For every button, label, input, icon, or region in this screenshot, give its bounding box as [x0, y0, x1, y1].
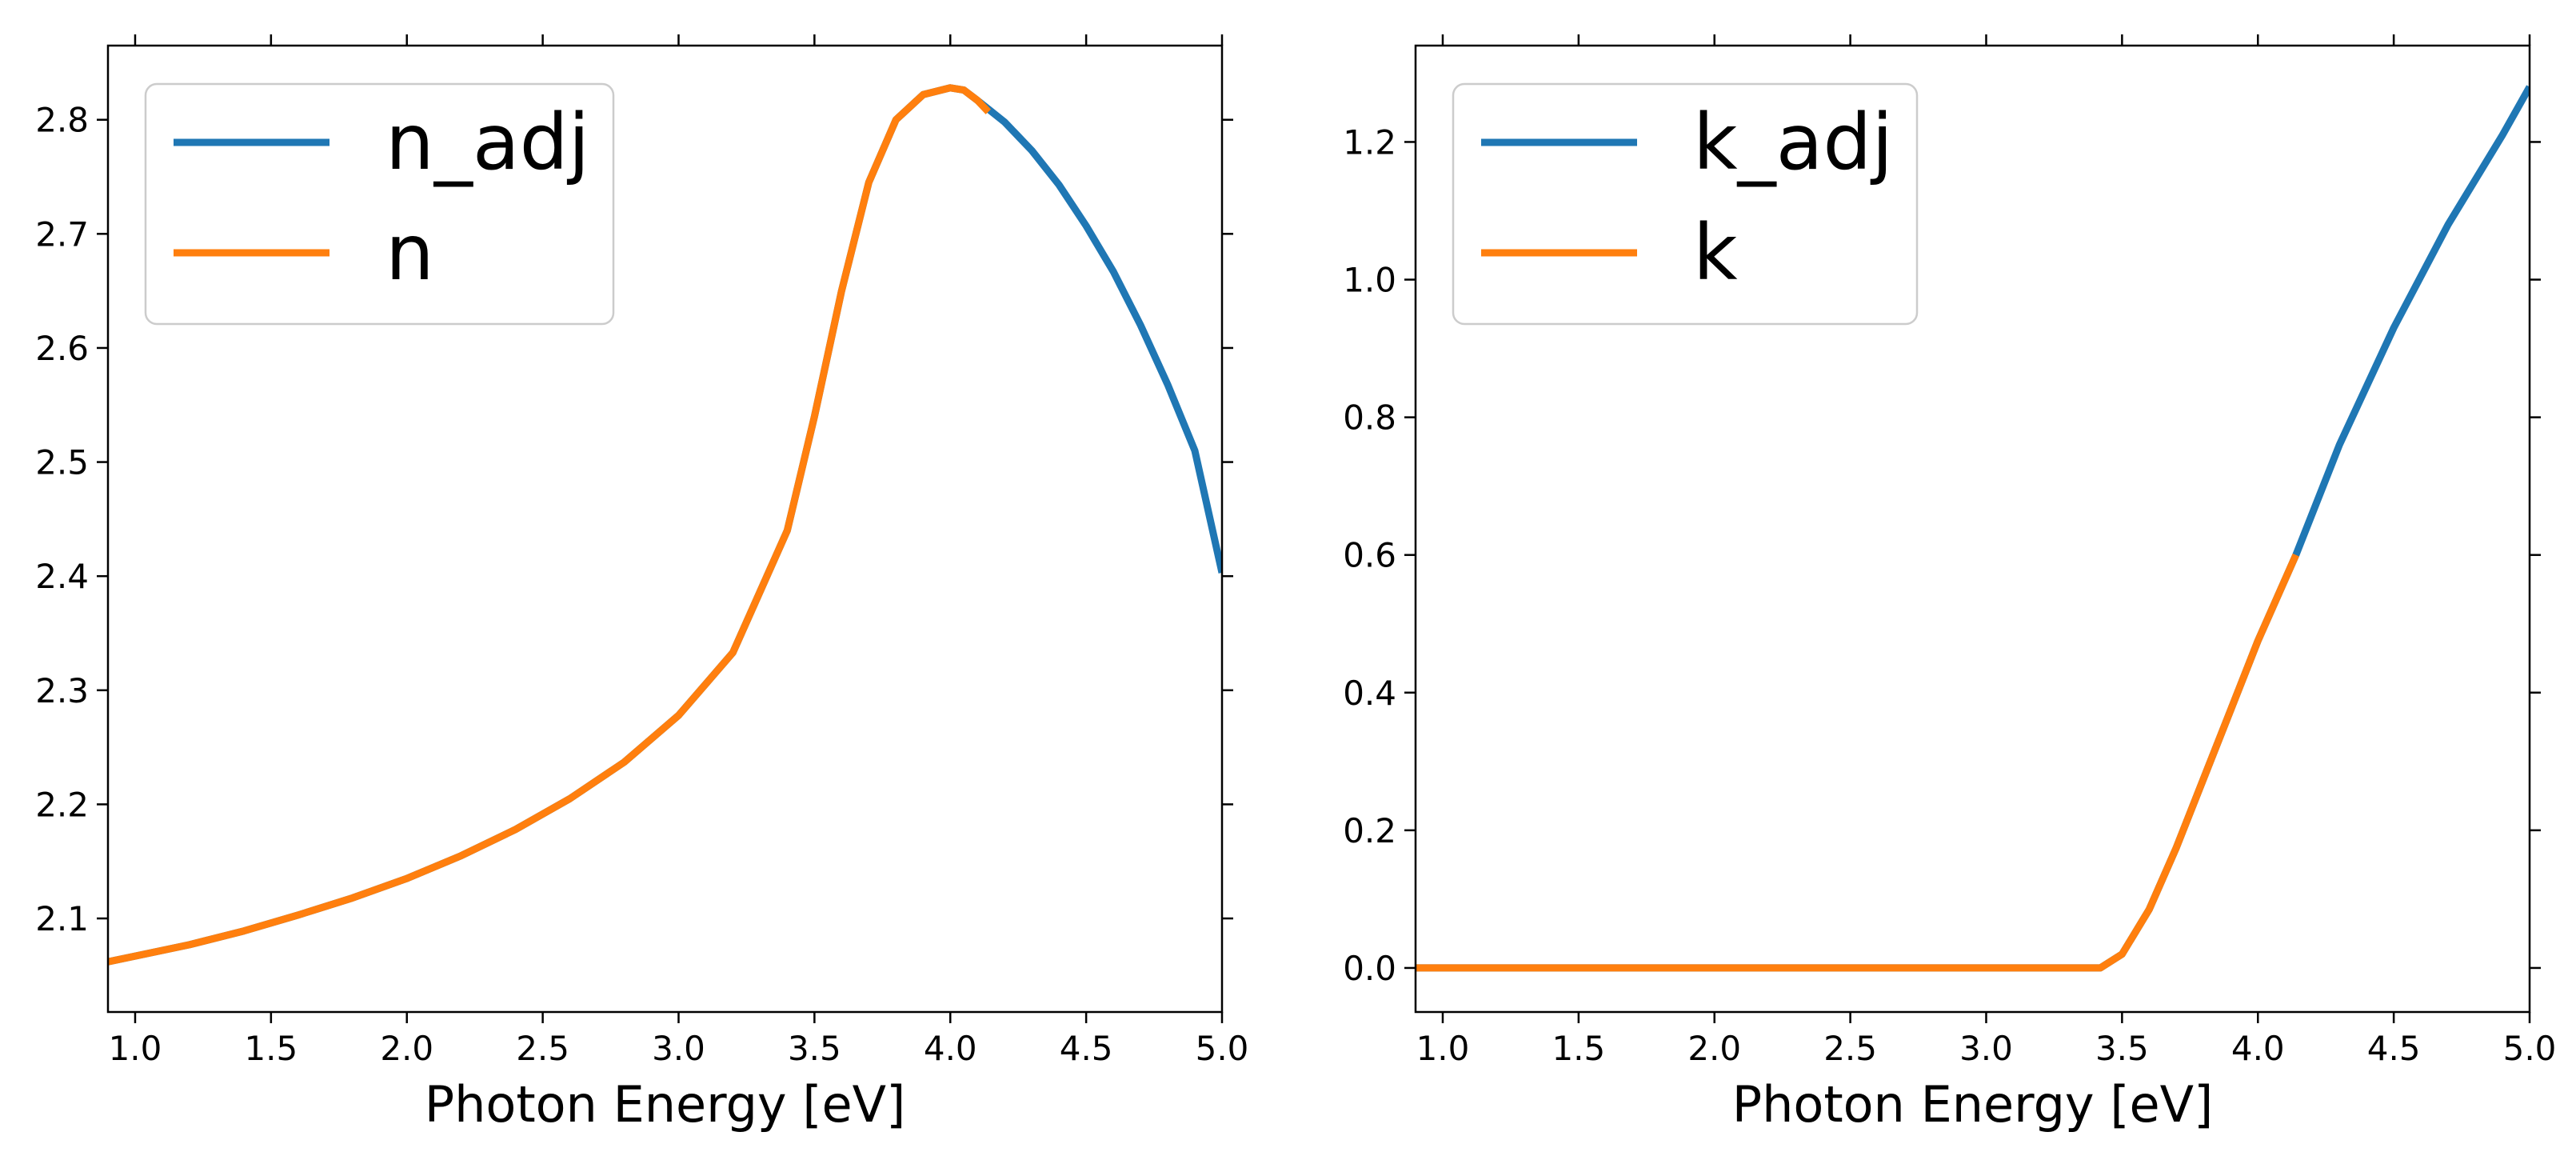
chart-panel-n: 1.0 1.5 2.0 2.5 3.0 3.5 4.0 4.5 5.0 2.1 2.2 2.3 2.4 2…	[35, 34, 1248, 1134]
y-tick-label: 0.6	[1343, 536, 1396, 575]
x-tick-label: 1.0	[109, 1029, 162, 1068]
y-tick-label: 1.0	[1343, 261, 1396, 300]
x-axis-label: Photon Energy [eV]	[1732, 1075, 2214, 1134]
y-tick-label: 0.8	[1343, 398, 1396, 438]
axes-frame	[106, 44, 1224, 1014]
x-tick-label: 1.5	[244, 1029, 298, 1068]
y-tick-label: 0.0	[1343, 949, 1396, 988]
y-tick-label: 2.5	[35, 443, 89, 482]
x-tick-label: 5.0	[1196, 1029, 1249, 1068]
x-tick-label: 4.0	[924, 1029, 977, 1068]
x-tick-label: 1.0	[1416, 1029, 1470, 1068]
legend-label-k-adj: k_adj	[1693, 98, 1893, 187]
y-tick-label: 2.7	[35, 214, 89, 254]
x-tick-label: 2.0	[1687, 1029, 1741, 1068]
legend-label-k: k	[1693, 208, 1738, 298]
y-tick-label: 2.1	[35, 899, 89, 938]
series-line-k	[1416, 553, 2299, 972]
series-line-n	[108, 84, 992, 966]
x-tick-label: 2.5	[516, 1029, 569, 1068]
x-tick-label: 2.0	[380, 1029, 433, 1068]
x-tick-label: 5.0	[2503, 1029, 2557, 1068]
y-tick-label: 2.4	[35, 557, 89, 596]
y-tick-label: 2.3	[35, 671, 89, 710]
legend-label-n-adj: n_adj	[385, 98, 589, 187]
y-tick-label: 2.2	[35, 785, 89, 824]
legend-label-n: n	[385, 208, 434, 298]
x-tick-label: 2.5	[1823, 1029, 1877, 1068]
x-tick-label: 4.0	[2231, 1029, 2285, 1068]
x-tick-label: 4.5	[2367, 1029, 2421, 1068]
y-tick-label: 0.2	[1343, 811, 1396, 850]
y-tick-label: 0.4	[1343, 674, 1396, 713]
x-tick-label: 3.5	[788, 1029, 841, 1068]
x-tick-label: 3.0	[1959, 1029, 2013, 1068]
x-tick-label: 4.5	[1060, 1029, 1113, 1068]
axes-frame	[1414, 44, 2531, 1014]
x-tick-label: 3.5	[2095, 1029, 2149, 1068]
y-tick-label: 2.8	[35, 101, 89, 140]
x-tick-label: 1.5	[1552, 1029, 1605, 1068]
x-tick-label: 3.0	[652, 1029, 705, 1068]
x-axis-label: Photon Energy [eV]	[425, 1075, 906, 1134]
chart-panel-k: 1.0 1.5 2.0 2.5 3.0 3.5 4.0 4.5 5.0 0.0 0.2 0.4 0.6 0…	[1343, 34, 2556, 1134]
y-tick-label: 2.6	[35, 329, 89, 368]
y-tick-label: 1.2	[1343, 122, 1396, 162]
